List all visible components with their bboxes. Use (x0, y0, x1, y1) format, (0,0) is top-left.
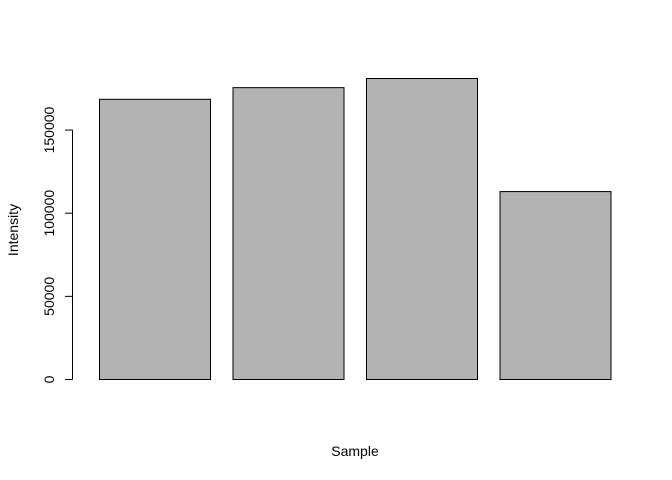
y-axis: 0 50000 100000 150000 (41, 106, 73, 383)
bar-1 (99, 98, 211, 380)
bar-3 (366, 78, 478, 380)
bar-2 (232, 87, 345, 380)
bar-4 (499, 191, 612, 380)
y-tick-label: 50000 (41, 277, 57, 316)
y-tick-label: 100000 (41, 190, 57, 237)
x-axis-title: Sample (331, 443, 379, 459)
y-tick-label: 150000 (41, 106, 57, 153)
y-ticks: 0 50000 100000 150000 (41, 106, 73, 383)
bars-group (99, 78, 612, 380)
y-tick-label: 0 (41, 375, 57, 383)
y-axis-title: Intensity (5, 204, 21, 256)
